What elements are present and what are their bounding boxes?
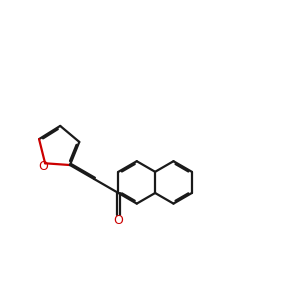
Text: O: O (113, 214, 123, 227)
Text: O: O (39, 160, 49, 173)
